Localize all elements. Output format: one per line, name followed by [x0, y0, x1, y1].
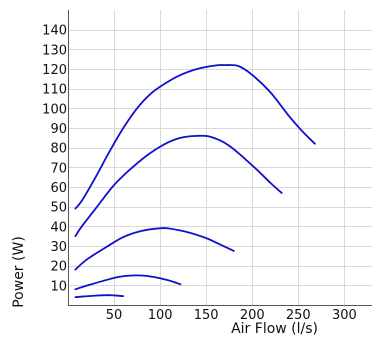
x-tick-label: 50	[106, 308, 123, 323]
y-tick-label: 20	[50, 260, 67, 275]
y-tick-label: 50	[50, 201, 67, 216]
axes	[68, 10, 372, 306]
tick-labels: 10 20 30 40 50 60 70 80 90 100 110 120 130 140 50 100 15…	[42, 24, 357, 323]
series-line-2	[74, 274, 182, 291]
y-tick-label: 120	[42, 63, 67, 78]
series-layer	[74, 64, 316, 298]
series-line-1	[74, 294, 125, 298]
y-tick-label: 40	[50, 220, 67, 235]
x-axis-title: Air Flow (l/s)	[231, 321, 318, 337]
y-tick-label: 80	[50, 142, 67, 157]
series-line-3	[74, 227, 235, 271]
series-line-5	[74, 64, 316, 210]
y-tick-label: 70	[50, 161, 67, 176]
y-tick-label: 110	[42, 83, 67, 98]
series-line-4	[74, 134, 283, 238]
x-tick-label: 200	[240, 308, 265, 323]
y-tick-label: 90	[50, 122, 67, 137]
y-tick-label: 100	[42, 102, 67, 117]
y-tick-label: 130	[42, 43, 67, 58]
y-tick-label: 10	[50, 279, 67, 294]
x-tick-label: 100	[148, 308, 173, 323]
y-tick-label: 30	[50, 240, 67, 255]
x-tick-label: 150	[194, 308, 219, 323]
y-tick-label: 140	[42, 24, 67, 39]
x-tick-label: 250	[286, 308, 311, 323]
gridlines	[68, 10, 372, 305]
y-axis-title: Power (W)	[11, 236, 27, 308]
x-tick-label: 300	[332, 308, 357, 323]
y-tick-label: 60	[50, 181, 67, 196]
